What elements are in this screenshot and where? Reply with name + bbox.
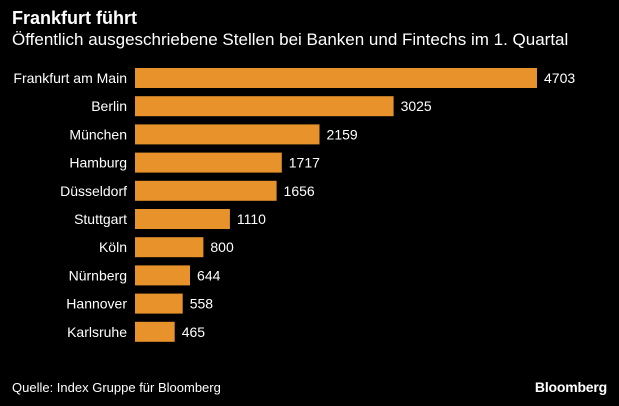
bar [135,180,277,201]
category-label: Düsseldorf [60,183,127,199]
bar [135,237,204,258]
category-label: Nürnberg [69,267,127,283]
bar [135,68,537,88]
source-note: Quelle: Index Gruppe für Bloomberg [12,380,221,395]
value-label: 4703 [544,70,575,86]
category-label: Stuttgart [74,211,127,227]
value-label: 558 [190,296,214,312]
chart-subtitle: Öffentlich ausgeschriebene Stellen bei B… [12,30,569,49]
bar [135,293,183,314]
category-label: Hannover [66,296,127,312]
category-label: Frankfurt am Main [13,70,127,86]
category-label: Hamburg [69,155,127,171]
category-label: Berlin [91,98,127,114]
chart-title: Frankfurt führt [12,8,137,28]
category-label: Karlsruhe [67,324,127,340]
bar [135,96,394,117]
bar [135,321,175,342]
value-label: 465 [182,324,206,340]
value-label: 1110 [237,211,266,227]
value-label: 644 [197,267,221,283]
category-label: München [69,126,127,142]
value-label: 2159 [327,126,358,142]
bloomberg-logo: Bloomberg [534,379,607,395]
value-label: 800 [210,239,234,255]
bar [135,124,320,145]
value-label: 1656 [284,183,315,199]
bar [135,209,230,229]
bar [135,152,282,173]
bar [135,265,190,286]
category-label: Köln [99,239,127,255]
value-label: 1717 [289,155,320,171]
value-label: 3025 [401,98,432,114]
